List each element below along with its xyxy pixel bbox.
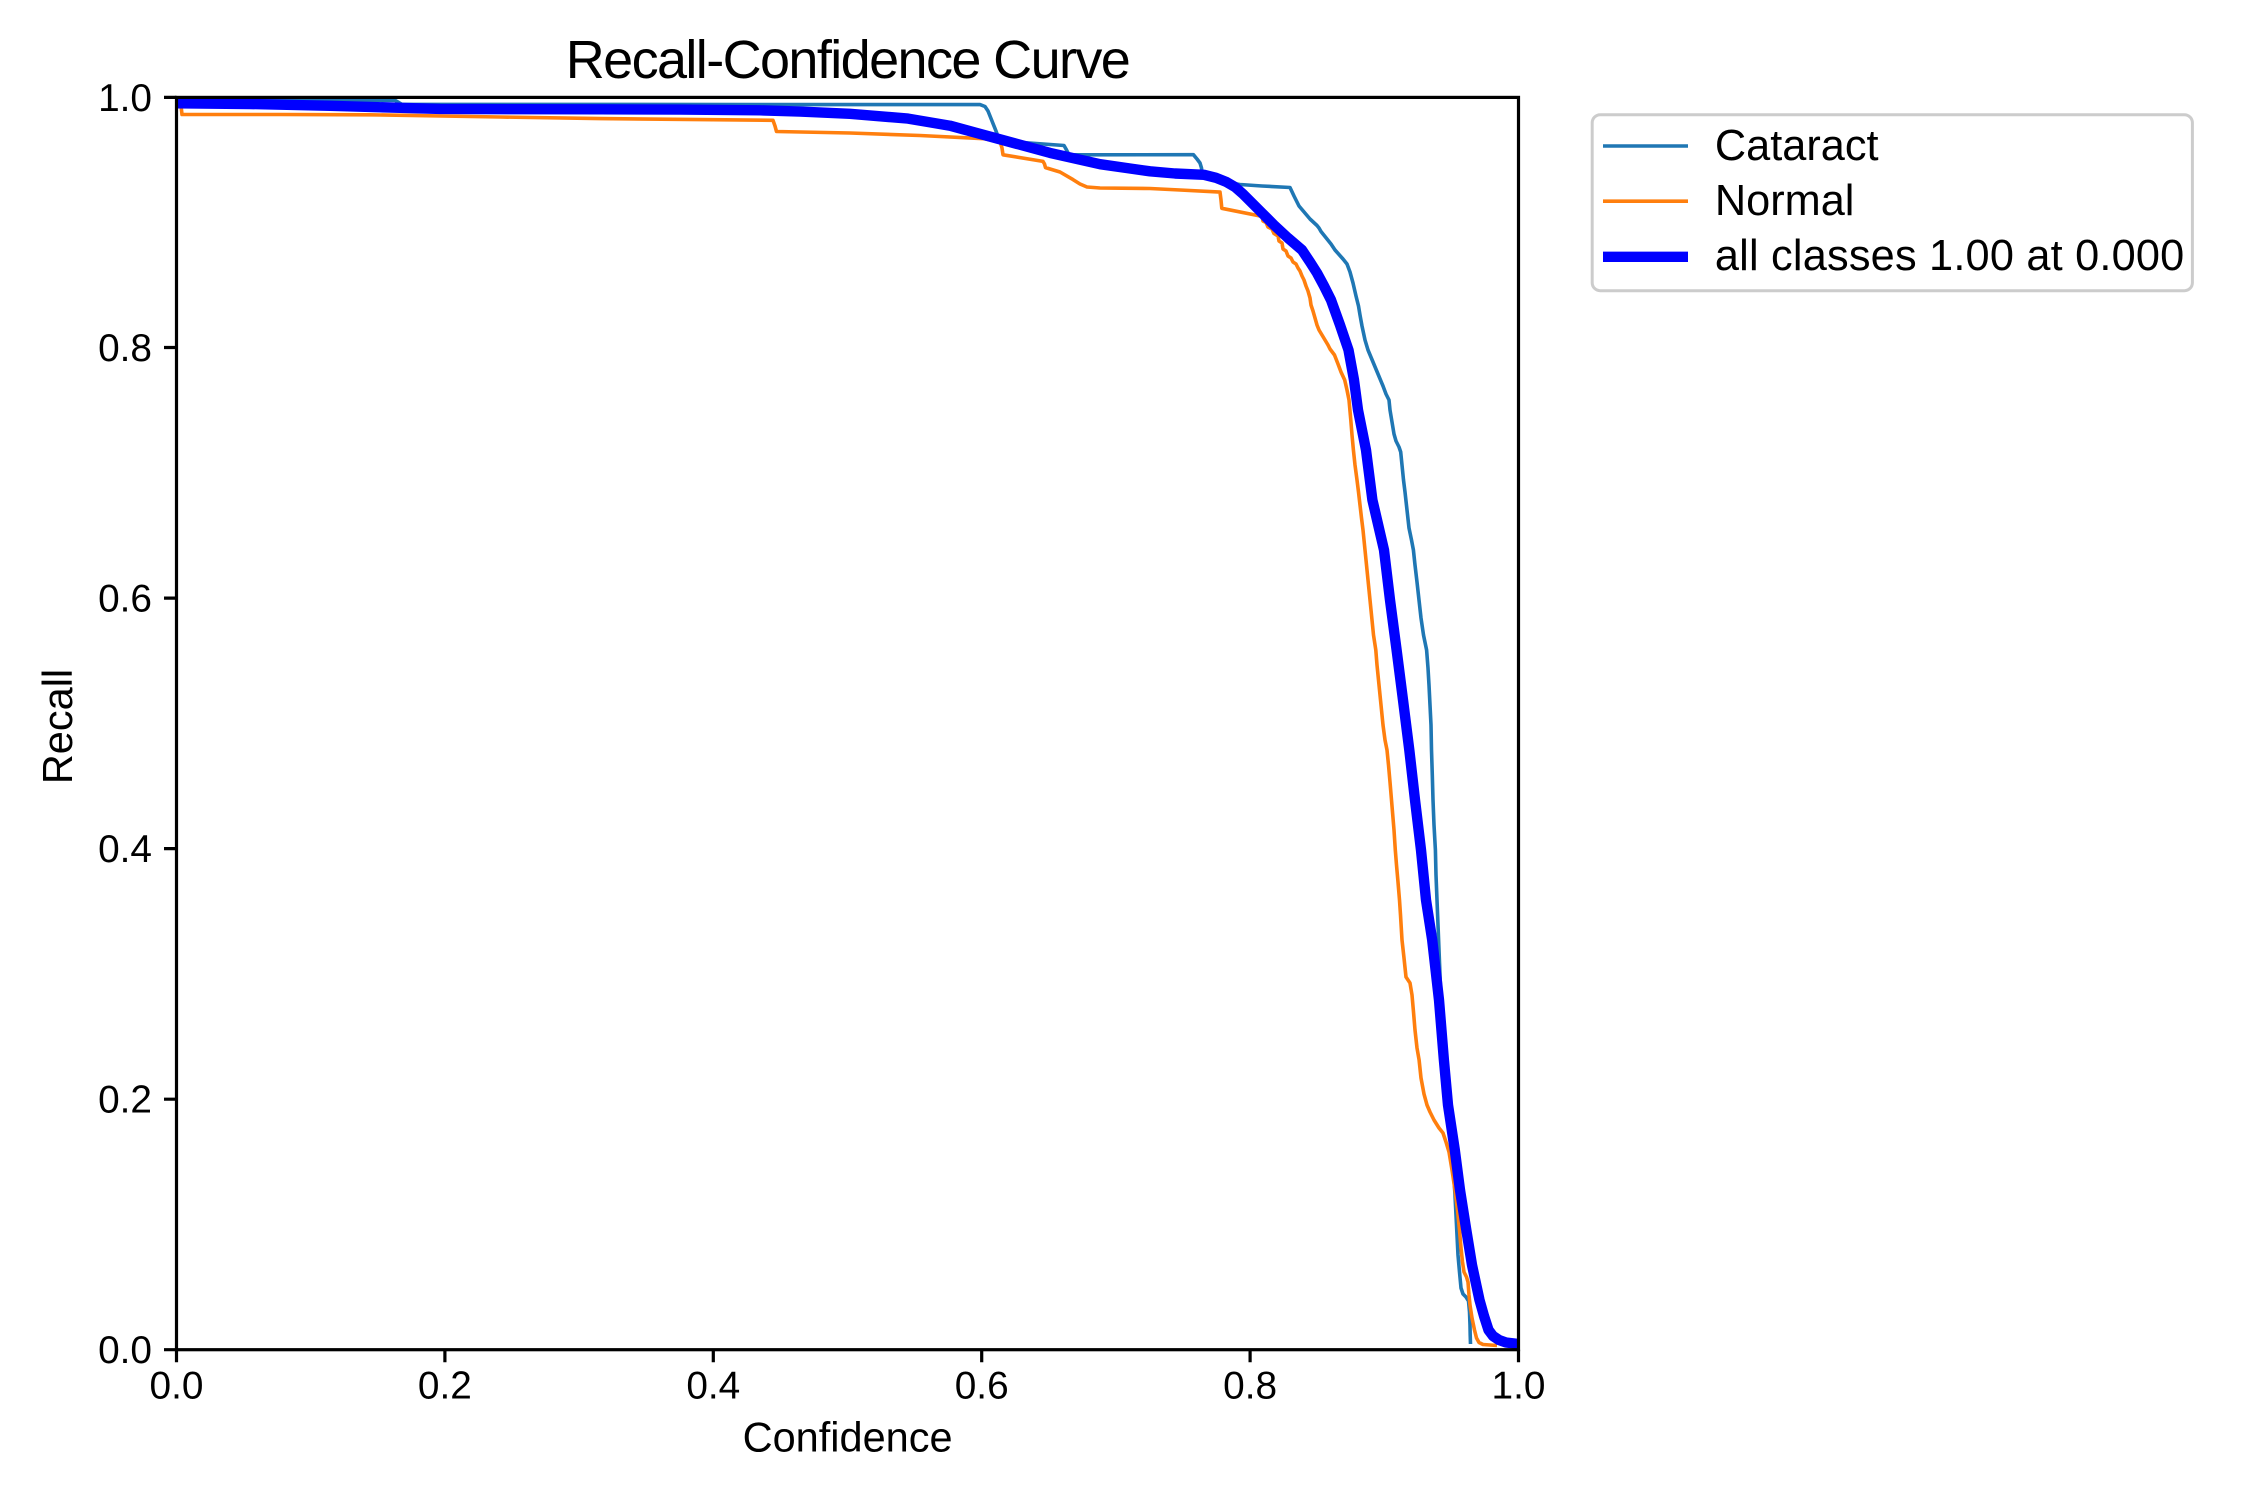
svg-text:0.4: 0.4 — [98, 828, 152, 871]
svg-text:Confidence: Confidence — [743, 1413, 953, 1460]
svg-text:0.8: 0.8 — [98, 327, 152, 370]
svg-text:all classes 1.00 at 0.000: all classes 1.00 at 0.000 — [1715, 232, 2185, 280]
svg-text:Recall-Confidence Curve: Recall-Confidence Curve — [566, 30, 1129, 90]
svg-text:Recall: Recall — [34, 669, 81, 784]
svg-text:0.2: 0.2 — [98, 1079, 152, 1122]
svg-text:0.6: 0.6 — [98, 578, 152, 621]
svg-text:0.2: 0.2 — [418, 1365, 472, 1408]
svg-text:1.0: 1.0 — [98, 77, 152, 120]
svg-text:0.6: 0.6 — [955, 1365, 1009, 1408]
svg-text:1.0: 1.0 — [1492, 1365, 1546, 1408]
svg-text:Cataract: Cataract — [1715, 122, 1879, 170]
svg-text:0.8: 0.8 — [1223, 1365, 1277, 1408]
svg-text:0.4: 0.4 — [686, 1365, 740, 1408]
svg-text:0.0: 0.0 — [150, 1365, 204, 1408]
svg-text:0.0: 0.0 — [98, 1329, 152, 1372]
svg-text:Normal: Normal — [1715, 177, 1855, 225]
